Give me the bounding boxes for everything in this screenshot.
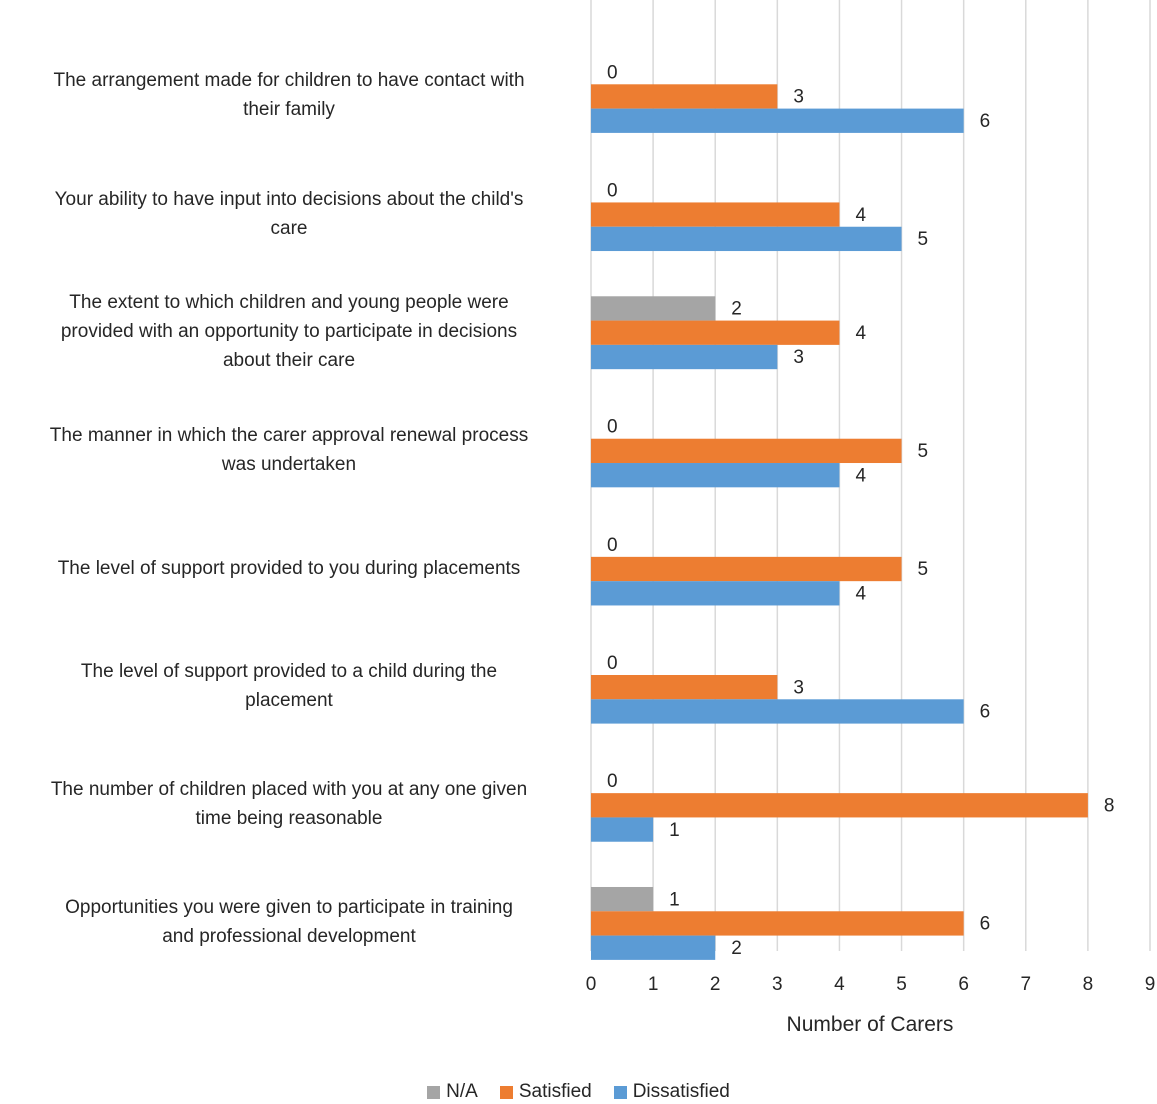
data-label: 4: [855, 205, 866, 226]
category-label-line: Your ability to have input into decision…: [54, 188, 524, 210]
category-label-line: provided with an opportunity to particip…: [60, 321, 518, 343]
x-tick-label: 7: [1020, 974, 1031, 995]
data-label: 4: [855, 583, 866, 604]
category-label: The level of support provided to a child…: [8, 657, 570, 715]
x-tick-label: 1: [648, 974, 659, 995]
legend-label: Satisfied: [518, 1081, 592, 1102]
data-label: 4: [855, 465, 866, 486]
data-label: 0: [607, 653, 618, 674]
bar-dissatisfied: [591, 581, 840, 606]
category-label: The arrangement made for children to hav…: [8, 66, 570, 124]
x-axis-title: Number of Carers: [786, 1013, 954, 1036]
data-label: 5: [918, 559, 929, 580]
category-label-line: The arrangement made for children to hav…: [53, 70, 525, 92]
legend-item: Satisfied: [499, 1081, 592, 1103]
data-label: 0: [607, 771, 618, 792]
x-tick-label: 5: [896, 974, 907, 995]
bar-dissatisfied: [591, 344, 778, 370]
bar-satisfied: [591, 793, 1088, 818]
bar-satisfied: [591, 556, 902, 582]
bar-n-a: [591, 886, 654, 912]
category-label-line: Opportunities you were given to particip…: [65, 897, 513, 919]
bar-satisfied: [591, 84, 778, 109]
category-label: The extent to which children and young p…: [8, 288, 570, 375]
bar-satisfied: [591, 320, 840, 345]
bar-n-a: [591, 296, 716, 321]
data-label: 0: [607, 417, 618, 438]
x-tick-label: 0: [586, 974, 597, 995]
data-label: 6: [980, 702, 991, 723]
data-label: 0: [607, 180, 618, 201]
category-label-line: time being reasonable: [195, 808, 383, 830]
data-label: 2: [731, 938, 742, 959]
bar-dissatisfied: [591, 226, 902, 252]
bar-dissatisfied: [591, 108, 964, 133]
data-label: 3: [793, 347, 804, 368]
bar-dissatisfied: [591, 463, 840, 488]
data-label: 5: [918, 441, 929, 462]
category-label-line: The level of support provided to you dur…: [57, 557, 521, 579]
data-label: 3: [793, 87, 804, 108]
category-label-line: The extent to which children and young p…: [69, 292, 509, 314]
bar-satisfied: [591, 675, 778, 700]
category-label-line: and professional development: [162, 926, 416, 948]
legend-label: Dissatisfied: [632, 1081, 730, 1102]
data-label: 6: [980, 914, 991, 935]
category-label-line: about their care: [222, 350, 356, 372]
category-label: Your ability to have input into decision…: [8, 185, 570, 243]
x-tick-label: 3: [772, 974, 783, 995]
x-tick-label: 9: [1145, 974, 1156, 995]
bar-dissatisfied: [591, 817, 654, 842]
data-label: 0: [607, 62, 618, 83]
data-label: 5: [918, 229, 929, 250]
x-tick-label: 6: [958, 974, 969, 995]
bar-satisfied: [591, 438, 902, 464]
legend-label: N/A: [446, 1081, 478, 1102]
category-label: Opportunities you were given to particip…: [8, 893, 570, 951]
data-label: 1: [669, 889, 680, 910]
bar-satisfied: [591, 202, 840, 227]
data-label: 8: [1104, 795, 1115, 816]
legend-item: N/A: [427, 1081, 478, 1103]
legend-swatch: [613, 1085, 627, 1099]
category-label-line: was undertaken: [221, 453, 357, 475]
category-label-line: placement: [245, 690, 333, 712]
bar-dissatisfied: [591, 935, 716, 960]
category-label-line: The level of support provided to a child…: [80, 661, 498, 683]
x-tick-label: 2: [710, 974, 721, 995]
bar-satisfied: [591, 911, 964, 936]
legend: N/A Satisfied Dissatisfied: [0, 1080, 1157, 1104]
category-label-line: their family: [243, 99, 335, 121]
category-label-line: care: [270, 217, 308, 239]
category-label-line: The manner in which the carer approval r…: [49, 424, 529, 446]
category-label: The manner in which the carer approval r…: [8, 421, 570, 479]
category-label: The level of support provided to you dur…: [8, 554, 570, 583]
data-label: 3: [793, 677, 804, 698]
category-label-line: The number of children placed with you a…: [50, 779, 528, 801]
x-tick-label: 8: [1083, 974, 1094, 995]
legend-item: Dissatisfied: [613, 1081, 730, 1103]
data-label: 1: [669, 820, 680, 841]
data-label: 0: [607, 535, 618, 556]
data-label: 2: [731, 299, 742, 320]
legend-swatch: [499, 1085, 513, 1099]
x-tick-label: 4: [834, 974, 845, 995]
data-label: 4: [855, 323, 866, 344]
data-label: 6: [980, 111, 991, 132]
category-label: The number of children placed with you a…: [8, 775, 570, 833]
bar-dissatisfied: [591, 699, 964, 724]
legend-swatch: [427, 1085, 441, 1099]
